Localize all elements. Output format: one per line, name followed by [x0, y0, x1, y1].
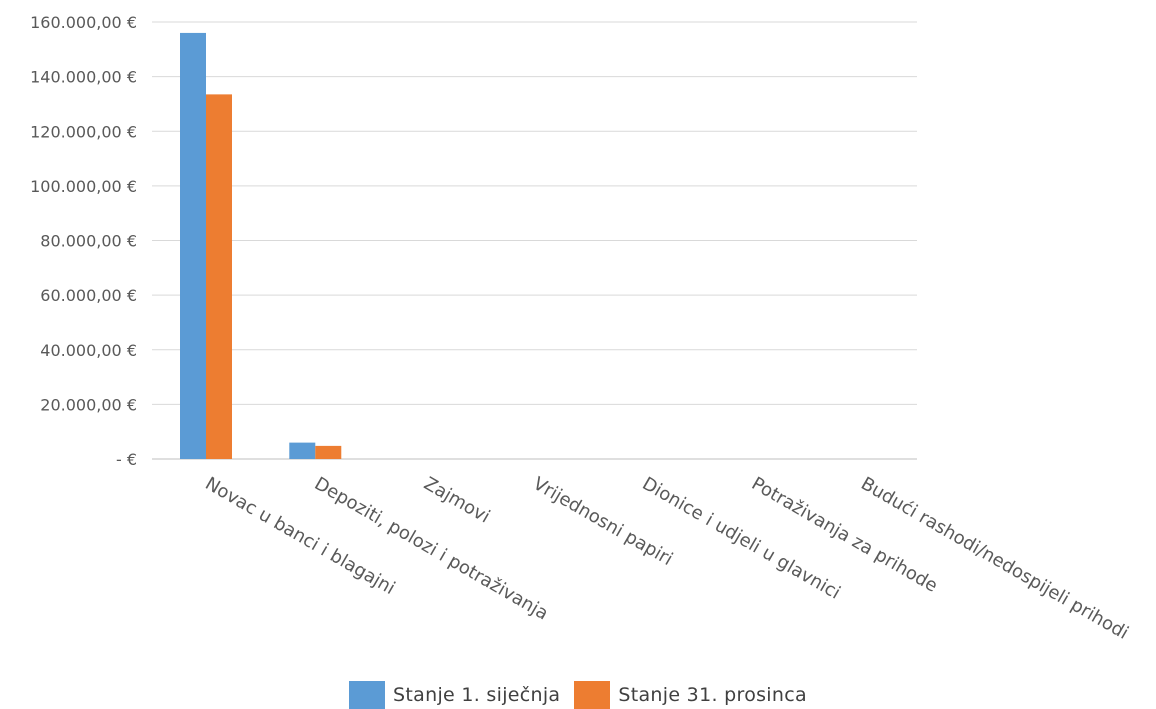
- legend-swatch-series-1: [574, 681, 611, 709]
- bar-series-0-cat-0: [180, 32, 206, 460]
- y-tick-label: 80.000,00 €: [40, 232, 137, 251]
- legend-label-series-0: Stanje 1. siječnja: [393, 684, 561, 706]
- bar-series-1-cat-1: [315, 445, 342, 459]
- gridlines: [152, 21, 917, 460]
- y-tick-label: 160.000,00 €: [30, 13, 137, 32]
- y-tick-label: 100.000,00 €: [30, 177, 137, 196]
- x-tick-label: Novac u banci i blagajni: [202, 473, 399, 599]
- y-axis-tick-labels: - € 20.000,00 € 40.000,00 € 60.000,00 € 80.0…: [30, 13, 137, 469]
- x-tick-label: Zajmovi: [420, 473, 493, 527]
- bar-series-1-cat-0: [206, 94, 232, 460]
- bar-series-0-cat-1: [289, 442, 316, 459]
- legend: Stanje 1. siječnja Stanje 31. prosinca: [0, 681, 1156, 709]
- bar-series: [180, 32, 342, 460]
- y-tick-label: 120.000,00 €: [30, 122, 137, 141]
- y-tick-label: 40.000,00 €: [40, 341, 137, 360]
- y-tick-label: 20.000,00 €: [40, 395, 137, 414]
- legend-label-series-1: Stanje 31. prosinca: [618, 684, 807, 706]
- legend-swatch-series-0: [349, 681, 386, 709]
- bar-chart: - € 20.000,00 € 40.000,00 € 60.000,00 € 80.0…: [30, 13, 1132, 644]
- y-tick-label: - €: [116, 450, 137, 469]
- x-tick-label: Potraživanja za prihode: [748, 473, 941, 597]
- legend-item-series-0: Stanje 1. siječnja: [349, 681, 560, 709]
- legend-item-series-1: Stanje 31. prosinca: [574, 681, 807, 709]
- y-tick-label: 60.000,00 €: [40, 286, 137, 305]
- x-tick-label: Dionice i udjeli u glavnici: [639, 473, 844, 604]
- y-tick-label: 140.000,00 €: [30, 68, 137, 87]
